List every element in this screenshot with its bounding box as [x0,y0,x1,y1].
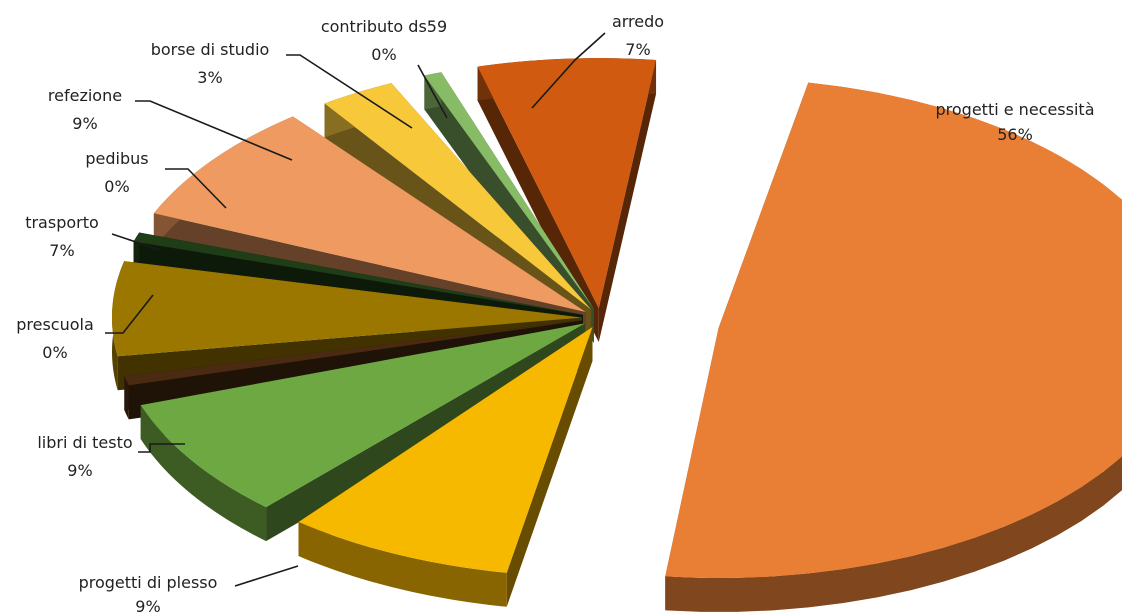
slice-contributo-ds59 [424,72,594,309]
slice-label-value: 9% [72,114,97,133]
slice-prescuola [124,320,583,386]
slice-label-value: 7% [625,40,650,59]
slice-labels: progetti e necessità 56% progetti di pless… [16,12,1094,616]
leader-line-8 [417,64,448,119]
slice-refezione [153,116,586,312]
slice-label-value: 7% [49,241,74,260]
slice-label-value: 0% [104,177,129,196]
leader-lines [105,32,606,587]
slice-label-name: trasporto [25,213,99,232]
slice-progetti-e-necessit- [665,82,1122,579]
slice-label-name: arredo [612,12,664,31]
slice-label-value: 3% [197,68,222,87]
slice-rim-2 [140,405,267,542]
leader-line-2 [138,443,185,453]
leader-line-6 [135,100,293,161]
slice-label-name: pedibus [85,149,148,168]
leader-line-1 [234,565,299,587]
slice-wall-2-0 [266,323,585,542]
slice-label-value: 0% [371,45,396,64]
slice-label-name: refezione [48,86,122,105]
slice-rim-1 [298,522,507,607]
slice-label-name: contributo ds59 [321,17,447,36]
slice-label-name: progetti e necessità [936,100,1095,119]
slice-pedibus [133,232,583,315]
slice-label-name: progetti di plesso [79,573,218,592]
leader-line-5 [165,168,227,209]
leader-line-3 [105,294,154,334]
slice-label-value: 9% [67,461,92,480]
leader-line-4 [111,233,161,251]
slice-rim-3 [124,376,129,420]
slice-arredo [477,58,657,309]
slice-wall-1-0 [506,327,593,607]
leader-line-7 [286,54,413,129]
slice-label-name: prescuola [16,315,94,334]
slice-tops [112,58,1122,579]
slice-progetti-di-plesso [298,327,593,573]
slice-trasporto [112,261,583,357]
slice-label-name: libri di testo [37,433,132,452]
slice-wall-9-1 [598,59,657,343]
slice-label-value: 9% [135,597,160,616]
slice-label-value: 0% [42,343,67,362]
slice-label-value: 56% [997,125,1033,144]
slice-libri-di-testo [140,323,585,508]
slice-borse-di-studio [324,83,592,310]
leader-line-9 [531,32,606,109]
slice-label-name: borse di studio [151,40,270,59]
